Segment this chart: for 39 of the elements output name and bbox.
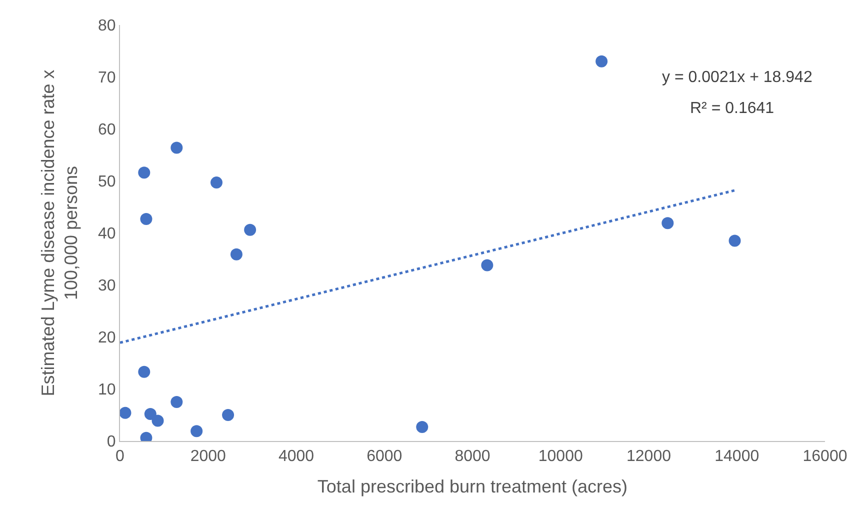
point [596,55,608,68]
point [170,396,183,408]
x-tick-label: 16000 [802,448,848,466]
x-tick-label: 12000 [626,448,672,466]
y-tick-label: 20 [98,330,116,347]
x-tick-label: 14000 [714,448,760,466]
y-tick-label: 60 [98,122,116,139]
y-tick-label: 70 [98,70,116,87]
point [244,224,256,236]
x-tick-label: 6000 [366,448,402,466]
y-tick-label: 30 [98,278,116,295]
point [152,414,164,427]
point [120,406,132,419]
point [230,248,242,260]
y-axis-title: Estimated Lyme disease incidence rate x 100,000 persons [38,70,82,396]
point [662,217,674,230]
point [481,259,494,272]
x-tick-label: 2000 [190,448,226,466]
y-tick-label: 40 [98,226,116,243]
point [140,212,152,225]
x-tick-label: 10000 [538,448,583,466]
point [170,142,183,154]
point [144,408,156,420]
y-tick-label: 0 [106,434,116,451]
point [138,366,150,378]
point [210,176,222,189]
point [190,425,203,438]
y-tick-label: 80 [98,18,116,35]
x-tick-label: 4000 [278,448,314,466]
point [728,234,741,247]
point [222,409,234,421]
x-axis-title: Total prescribed burn treatment (acres) [317,476,628,496]
annotation: R² = 0.1641 [690,100,774,117]
y-tick-label: 10 [98,382,116,399]
y-tick-label: 50 [98,174,116,191]
point [416,420,428,433]
point [138,166,150,179]
x-tick-label: 8000 [454,448,490,466]
annotation: y = 0.0021x + 18.942 [662,69,812,86]
